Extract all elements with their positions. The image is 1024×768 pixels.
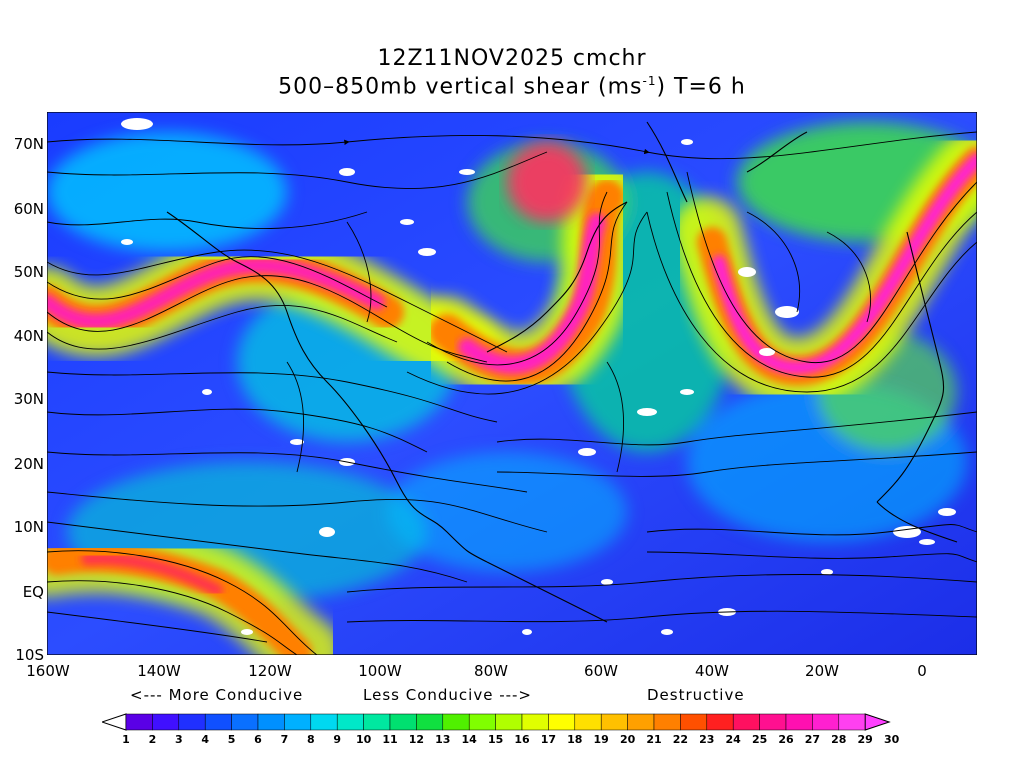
color-bar-label: 21 [646,733,662,746]
x-tick-20w: 20W [805,662,839,680]
legend-destructive: Destructive [647,686,745,704]
x-tick-140w: 140W [137,662,181,680]
color-bar-cell [653,713,681,731]
color-bar-label: 17 [540,733,557,746]
color-bar-label: 16 [514,733,530,746]
color-bar-cell [178,713,206,731]
color-bar-label: 18 [567,733,583,746]
y-tick-10s: 10S [15,646,44,664]
y-tick-70n: 70N [13,135,44,153]
color-bar-cell [706,713,734,731]
y-tick-40n: 40N [13,327,44,345]
color-bar-cell [442,713,470,731]
color-bar-cell [284,713,312,731]
color-bar-cell [125,713,153,731]
color-bar-label: 26 [778,733,794,746]
chart-subtitle: 500–850mb vertical shear (ms-1) T=6 h [0,74,1024,99]
color-bar-low-arrow [102,713,127,731]
y-tick-20n: 20N [13,455,44,473]
chart-title: 12Z11NOV2025 cmchr [377,46,647,71]
color-bar-label: 13 [435,733,451,746]
legend-less-conducive: Less Conducive ---> [363,686,532,704]
x-tick-80w: 80W [474,662,508,680]
color-bar-cell [680,713,708,731]
color-bar-cell [574,713,602,731]
color-bar-label: 1 [122,733,130,746]
shear-map [47,112,977,655]
color-bar-cell [204,713,232,731]
coastlines [166,121,958,623]
subtitle-suffix: ) T=6 h [656,74,746,100]
color-bar-cell [838,713,866,731]
color-bar-label: 29 [857,733,873,746]
color-bar-label: 19 [593,733,609,746]
subtitle-prefix: 500–850mb vertical shear (ms [278,74,643,100]
color-bar-label: 20 [619,733,636,746]
color-bar-label: 24 [725,733,741,746]
color-bar-cell [389,713,417,731]
x-tick-40w: 40W [695,662,729,680]
color-bar-high-arrow [864,713,891,731]
color-bar-cell [231,713,259,731]
x-tick-120w: 120W [248,662,292,680]
color-bar-label: 3 [174,733,183,746]
x-tick-0: 0 [917,662,927,680]
subtitle-unit-exponent: -1 [642,74,657,88]
color-bar-label: 22 [672,733,689,746]
color-bar-label: 8 [306,733,315,746]
color-bar-cell [521,713,549,731]
x-tick-100w: 100W [358,662,402,680]
color-bar-label: 10 [355,733,372,746]
color-bar-cell [363,713,391,731]
y-tick-10n: 10N [13,518,44,536]
y-tick-30n: 30N [13,390,44,408]
color-bar-cell [548,713,576,731]
color-bar-cell [627,713,655,731]
color-bar-cell [600,713,628,731]
color-bar-label: 5 [227,733,236,746]
color-bar-label: 2 [148,733,157,746]
color-bar-cell [812,713,840,731]
color-bar-label: 7 [280,733,289,746]
color-bar [102,713,891,731]
color-bar-cell [152,713,180,731]
streamlines [47,131,977,655]
color-bar-label: 25 [751,733,768,746]
color-bar-label: 27 [804,733,821,746]
y-tick-50n: 50N [13,263,44,281]
color-bar-label: 14 [461,733,477,746]
color-bar-cell [732,713,760,731]
color-bar-cell [759,713,787,731]
color-bar-label: 12 [408,733,425,746]
color-bar-label: 9 [333,733,342,746]
color-bar-cell [310,713,338,731]
color-bar-cell [257,713,285,731]
color-bar-cell [336,713,364,731]
y-tick-60n: 60N [13,200,44,218]
color-bar-label: 15 [487,733,504,746]
color-bar-label: 11 [382,733,398,746]
x-tick-60w: 60W [584,662,618,680]
color-bar-cell [495,713,523,731]
color-bar-label: 23 [699,733,715,746]
color-bar-cell [416,713,444,731]
color-bar-cell [785,713,813,731]
y-tick-eq: EQ [22,583,44,601]
color-bar-label: 30 [883,733,900,746]
color-bar-label: 6 [254,733,262,746]
x-tick-160w: 160W [26,662,70,680]
color-bar-cell [468,713,496,731]
legend-more-conducive: <--- More Conducive [130,686,304,704]
color-bar-label: 28 [831,733,847,746]
color-bar-label: 4 [201,733,210,746]
